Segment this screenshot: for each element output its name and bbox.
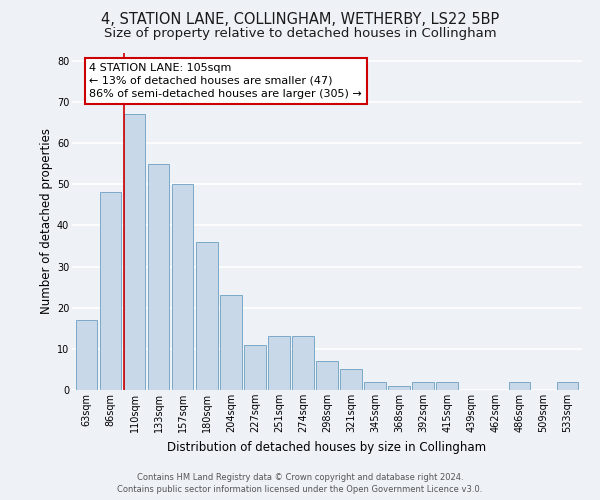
Bar — [100, 192, 121, 390]
Text: 4, STATION LANE, COLLINGHAM, WETHERBY, LS22 5BP: 4, STATION LANE, COLLINGHAM, WETHERBY, L… — [101, 12, 499, 28]
Bar — [148, 164, 169, 390]
Bar — [124, 114, 145, 390]
Bar — [316, 361, 338, 390]
Y-axis label: Number of detached properties: Number of detached properties — [40, 128, 53, 314]
Bar — [172, 184, 193, 390]
Text: Contains HM Land Registry data © Crown copyright and database right 2024.
Contai: Contains HM Land Registry data © Crown c… — [118, 472, 482, 494]
X-axis label: Distribution of detached houses by size in Collingham: Distribution of detached houses by size … — [167, 440, 487, 454]
Bar — [340, 370, 362, 390]
Bar — [436, 382, 458, 390]
Bar — [244, 344, 266, 390]
Bar — [268, 336, 290, 390]
Text: 4 STATION LANE: 105sqm
← 13% of detached houses are smaller (47)
86% of semi-det: 4 STATION LANE: 105sqm ← 13% of detached… — [89, 63, 362, 99]
Bar — [220, 296, 242, 390]
Bar — [292, 336, 314, 390]
Bar — [364, 382, 386, 390]
Bar — [412, 382, 434, 390]
Bar — [557, 382, 578, 390]
Text: Size of property relative to detached houses in Collingham: Size of property relative to detached ho… — [104, 28, 496, 40]
Bar — [509, 382, 530, 390]
Bar — [388, 386, 410, 390]
Bar — [76, 320, 97, 390]
Bar — [196, 242, 218, 390]
